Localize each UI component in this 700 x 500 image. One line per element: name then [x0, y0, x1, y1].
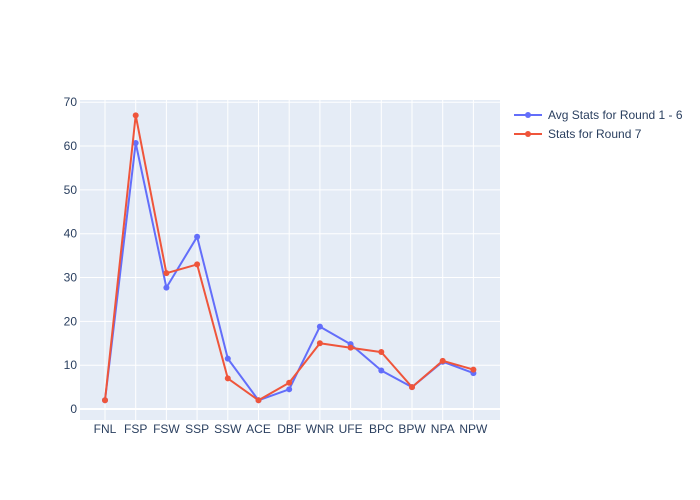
series-group [102, 112, 477, 404]
y-tick-label: 50 [64, 183, 78, 197]
x-tick-label: SSP [185, 422, 209, 436]
x-tick-label: NPA [431, 422, 455, 436]
data-point[interactable] [378, 349, 385, 356]
data-point[interactable] [224, 355, 231, 362]
legend-label: Stats for Round 7 [548, 127, 642, 141]
x-tick-label: BPC [369, 422, 394, 436]
y-tick-label: 20 [64, 314, 78, 328]
legend-marker-icon [525, 112, 531, 118]
series [102, 112, 477, 404]
data-point[interactable] [132, 139, 139, 146]
legend-item[interactable]: Stats for Round 7 [514, 127, 642, 141]
data-point[interactable] [316, 340, 323, 347]
plot-background [80, 100, 500, 420]
y-tick-label: 30 [64, 271, 78, 285]
x-tick-label: DBF [277, 422, 301, 436]
data-point[interactable] [347, 344, 354, 351]
x-tick-label: FNL [94, 422, 117, 436]
data-point[interactable] [194, 261, 201, 268]
x-tick-label: SSW [214, 422, 242, 436]
data-point[interactable] [194, 233, 201, 240]
data-point[interactable] [286, 379, 293, 386]
data-point[interactable] [255, 397, 262, 404]
y-tick-label: 40 [64, 227, 78, 241]
data-point[interactable] [316, 323, 323, 330]
legend[interactable]: Avg Stats for Round 1 - 6 Stats for Round… [514, 108, 683, 141]
y-tick-label: 60 [64, 139, 78, 153]
data-point[interactable] [286, 386, 293, 393]
x-tick-label: FSW [153, 422, 180, 436]
x-axis-ticks: FNL FSP FSW SSP SSW ACE DBF WNR UFE BPC BPW NPA NPW [94, 422, 488, 436]
x-tick-label: WNR [306, 422, 335, 436]
data-point[interactable] [409, 384, 415, 391]
y-tick-label: 0 [70, 402, 77, 416]
data-point[interactable] [102, 397, 108, 404]
data-point[interactable] [470, 366, 477, 373]
data-point[interactable] [224, 375, 231, 382]
grid [80, 100, 500, 420]
data-point[interactable] [132, 112, 139, 119]
data-point[interactable] [163, 270, 170, 277]
data-point[interactable] [439, 357, 446, 364]
x-tick-label: UFE [339, 422, 363, 436]
x-tick-label: BPW [398, 422, 426, 436]
x-tick-label: ACE [246, 422, 271, 436]
legend-item[interactable]: Avg Stats for Round 1 - 6 [514, 108, 683, 122]
data-point[interactable] [163, 284, 170, 291]
data-point[interactable] [378, 367, 385, 374]
legend-label: Avg Stats for Round 1 - 6 [548, 108, 683, 122]
y-tick-label: 10 [64, 358, 78, 372]
x-tick-label: FSP [124, 422, 147, 436]
y-axis-ticks: 0 10 20 30 40 50 60 70 [64, 95, 78, 416]
x-tick-label: NPW [459, 422, 488, 436]
legend-marker-icon [525, 131, 531, 137]
y-tick-label: 70 [64, 95, 78, 109]
